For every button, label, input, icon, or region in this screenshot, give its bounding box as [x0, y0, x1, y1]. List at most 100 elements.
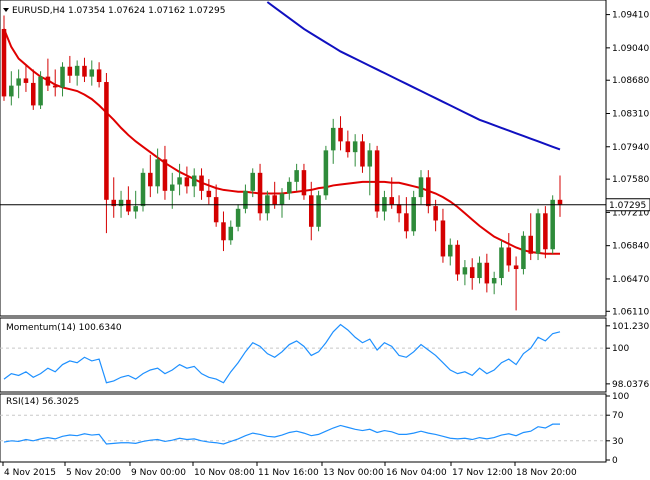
momentum-line-layer	[3, 323, 561, 384]
rsi-header: RSI(14) 56.3025	[6, 397, 79, 407]
candle-body	[243, 190, 248, 209]
candle-body	[1, 28, 7, 97]
candle-body	[535, 213, 541, 254]
x-tick-label: 4 Nov 2015	[4, 468, 56, 478]
y-tick-label: 1.07940	[612, 143, 649, 153]
current-price-box	[605, 198, 650, 212]
candle-body	[550, 199, 555, 250]
main-panel-frame	[0, 0, 607, 317]
candle-body	[477, 262, 482, 279]
candle-body	[543, 213, 548, 250]
candle-body	[338, 127, 343, 142]
sma-slow-layer	[266, 1, 561, 151]
candle-body	[308, 195, 314, 227]
x-tick-label: 9 Nov 00:00	[131, 468, 186, 478]
candle-body	[330, 127, 336, 151]
candle-body	[345, 141, 351, 153]
x-tick-label: 5 Nov 20:00	[66, 468, 121, 478]
x-tick-label: 13 Nov 00:00	[323, 468, 384, 478]
candle-body	[89, 69, 95, 77]
candle-body	[206, 190, 212, 198]
candle-body	[104, 82, 109, 200]
candle-body	[528, 235, 534, 254]
momentum-tick-label: 100	[612, 344, 629, 354]
rsi-y-axis: 100 70 30 0	[606, 392, 629, 466]
candle-body	[23, 78, 29, 83]
candle-body	[469, 267, 475, 279]
candle-body	[82, 65, 87, 77]
candle-body	[16, 78, 21, 86]
candle-body	[60, 66, 65, 88]
candle-body	[52, 85, 58, 88]
x-tick-label: 17 Nov 12:00	[452, 468, 513, 478]
candle-body	[155, 159, 160, 187]
candle-body	[440, 220, 446, 257]
rsi-tick-label: 70	[612, 411, 624, 421]
rsi-grid	[0, 414, 606, 442]
candle-body	[352, 141, 358, 153]
candle-body	[294, 170, 299, 182]
candle-body	[411, 197, 416, 232]
candle-body	[67, 66, 73, 76]
candle-body	[177, 177, 182, 185]
candle-body	[521, 235, 526, 270]
candles	[1, 15, 563, 311]
momentum-line	[3, 323, 561, 384]
momentum-header: Momentum(14) 100.6340	[6, 323, 122, 333]
rsi-panel: 100 70 30 0 RSI(14) 56.3025	[0, 392, 629, 466]
candle-body	[228, 226, 234, 241]
candle-body	[513, 265, 519, 270]
candle-body	[257, 172, 263, 214]
candle-body	[96, 69, 102, 83]
y-tick-label: 1.08680	[612, 76, 649, 86]
main-header: EURUSD,H4 1.07354 1.07624 1.07162 1.0729…	[12, 6, 225, 16]
y-tick-label: 1.09410	[612, 11, 649, 21]
candle-body	[484, 262, 490, 284]
candle-body	[9, 85, 14, 97]
y-tick-label: 1.06470	[612, 275, 649, 285]
main-panel: 1.09410 1.09040 1.08680 1.08310 1.07940 1.075…	[0, 0, 650, 317]
momentum-tick-label: 98.0376	[612, 380, 649, 390]
candle-body	[491, 278, 497, 284]
candle-body	[169, 184, 175, 191]
candle-body	[38, 76, 43, 106]
y-tick-label: 1.08310	[612, 109, 649, 119]
candle-body	[250, 172, 256, 191]
candle-body	[199, 175, 204, 191]
candle-body	[287, 181, 292, 194]
candle-body	[323, 150, 329, 196]
candle-body	[418, 177, 424, 198]
rsi-tick-label: 100	[612, 392, 629, 402]
candle-body	[162, 159, 168, 191]
candle-body	[191, 175, 197, 187]
current-price-marker: 1.07295	[0, 198, 650, 212]
candle-body	[148, 172, 153, 187]
rsi-line	[3, 423, 560, 445]
y-tick-label: 1.07210	[612, 208, 649, 218]
x-tick-label: 10 Nov 08:00	[194, 468, 255, 478]
candle-body	[389, 197, 395, 205]
rsi-tick-label: 0	[612, 456, 618, 466]
candle-body	[133, 206, 138, 212]
candle-body	[455, 244, 460, 275]
candle-body	[213, 197, 219, 223]
momentum-panel-frame	[0, 317, 607, 393]
candle-body	[126, 199, 131, 212]
rsi-panel-frame	[0, 393, 607, 463]
rsi-tick-label: 30	[612, 437, 624, 447]
x-tick-label: 18 Nov 20:00	[516, 468, 577, 478]
candle-body	[557, 199, 563, 205]
collapse-arrow-icon[interactable]	[3, 8, 9, 12]
y-tick-label: 1.09040	[612, 44, 649, 54]
candle-body	[404, 213, 409, 232]
candle-body	[45, 76, 51, 86]
candle-body	[221, 222, 226, 241]
candle-body	[111, 199, 117, 207]
candle-body	[447, 244, 453, 257]
y-tick-label: 1.07580	[612, 175, 649, 185]
candle-body	[184, 177, 190, 187]
candle-body	[279, 193, 285, 205]
